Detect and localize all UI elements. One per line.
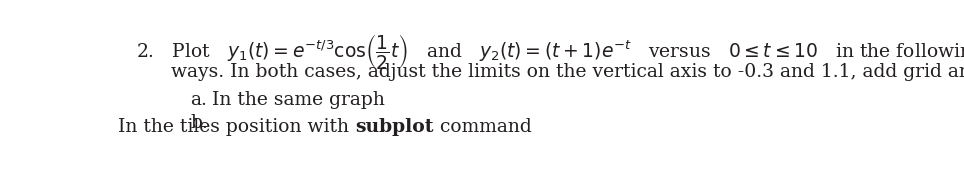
Text: a.: a. [190, 91, 207, 108]
Text: subplot: subplot [355, 118, 434, 136]
Text: In the same graph: In the same graph [212, 91, 385, 108]
Text: 2.   Plot   $y_1(t) = e^{-t/3}\cos\!\left(\dfrac{1}{2}t\right)$   and   $y_2(t) : 2. Plot $y_1(t) = e^{-t/3}\cos\!\left(\d… [136, 32, 964, 71]
Text: command: command [434, 118, 531, 136]
Text: b.: b. [190, 114, 208, 132]
Text: In the tiles position with: In the tiles position with [118, 118, 355, 136]
Text: ways. In both cases, adjust the limits on the vertical axis to -0.3 and 1.1, add: ways. In both cases, adjust the limits o… [171, 63, 964, 81]
